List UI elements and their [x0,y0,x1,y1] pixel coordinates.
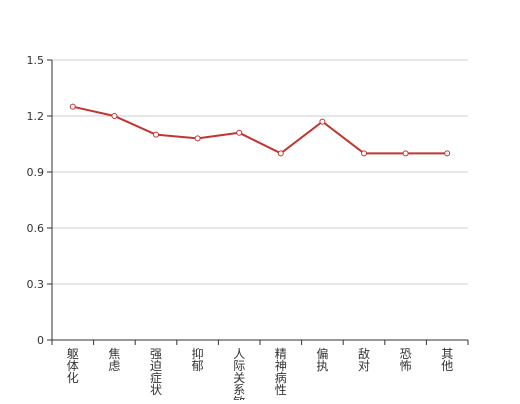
data-points [69,103,451,157]
x-tick-label: 躯体化 [67,346,79,385]
x-tick-label: 敌对 [358,346,370,373]
data-point [277,150,284,157]
x-tick-label: 恐怖 [400,347,412,373]
data-point [361,150,367,157]
y-tick-label: 1.2 [27,110,45,123]
y-tick-label: 0.6 [27,222,45,235]
series-line-path [72,105,448,155]
data-point [194,135,201,142]
y-tick-label: 0.9 [27,166,45,179]
y-tick-label: 1.5 [27,54,45,67]
grid-lines [52,59,468,285]
axes [47,59,469,345]
y-tick-label: 0.3 [27,278,45,291]
x-tick-label: 偏执 [316,346,328,373]
data-point [111,113,118,119]
data-point [236,129,243,136]
data-point [69,103,76,110]
series-line [72,105,448,155]
x-tick-labels: 躯体化 焦虑 强迫症状 抑郁 人际关系敏感 精神病性 偏执 敌对 恐怖 其他 [67,346,453,404]
x-tick-label: 焦虑 [108,347,120,373]
data-point [153,131,159,138]
x-tick-label: 其他 [441,347,453,373]
x-tick-label: 强迫症状 [150,347,162,397]
x-tick-label: 人际关系敏感 [233,347,245,400]
data-point [402,150,409,157]
y-tick-labels: 0 0.3 0.6 0.9 1.2 1.5 [27,54,45,347]
x-tick-label: 抑郁 [192,346,204,373]
x-tick-label: 精神病性 [275,347,287,397]
data-point [319,118,326,125]
data-point [444,150,451,157]
y-tick-label: 0 [37,334,44,347]
